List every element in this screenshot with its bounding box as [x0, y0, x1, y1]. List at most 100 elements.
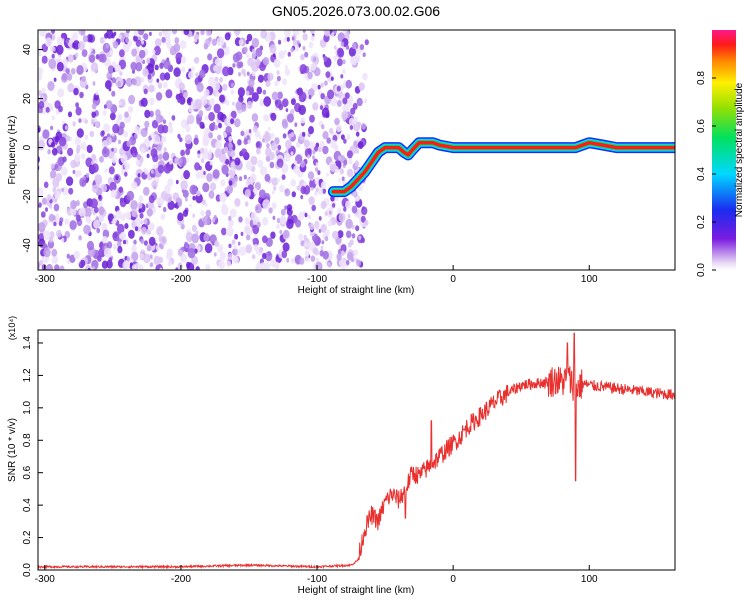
- spectrogram-noise-blob: [185, 125, 191, 133]
- spectrogram-noise-blob: [70, 68, 76, 75]
- spectrogram-noise-blob: [108, 166, 115, 175]
- spectrogram-noise-blob: [193, 137, 199, 145]
- spectrogram-noise-blob: [119, 234, 122, 239]
- spectrogram-noise-blob: [66, 73, 73, 81]
- spectrogram-noise-blob: [60, 32, 65, 39]
- colorbar-tick-label: 0.8: [696, 71, 707, 85]
- spectrogram-noise-blob: [130, 61, 137, 71]
- spectrogram-noise-blob: [126, 256, 131, 262]
- spectrogram-noise-blob: [286, 258, 290, 263]
- spectrogram-noise-blob: [233, 245, 237, 250]
- spectrogram-noise-blob: [125, 37, 129, 43]
- spectrogram-noise-blob: [131, 48, 138, 57]
- spectrogram-noise-blob: [353, 249, 359, 256]
- spectrogram-noise-blob: [135, 39, 142, 47]
- spectrogram-noise-blob: [299, 64, 307, 74]
- spectrogram-noise-blob: [294, 122, 298, 127]
- spectrogram-noise-blob: [221, 164, 229, 175]
- spectrogram-noise-blob: [202, 133, 211, 144]
- spectrogram-noise-blob: [132, 69, 135, 74]
- spectrogram-noise-blob: [235, 101, 243, 111]
- spectrogram-noise-blob: [78, 118, 82, 123]
- snr-x-tick-label: 100: [581, 574, 598, 585]
- spectrogram-noise-blob: [300, 195, 304, 200]
- spectrogram-noise-blob: [45, 264, 53, 270]
- spectrogram-noise-blob: [138, 195, 144, 203]
- spectrogram-noise-blob: [183, 170, 191, 180]
- spectrogram-noise-blob: [94, 121, 100, 128]
- snr-y-tick-label: 0.0: [22, 563, 33, 577]
- spectrogram-noise-blob: [64, 125, 68, 130]
- spectrogram-noise-blob: [162, 119, 167, 125]
- spectrogram-noise-blob: [282, 120, 289, 129]
- spectrogram-noise-blob: [50, 163, 55, 169]
- spectrogram-noise-blob: [232, 255, 238, 264]
- spectrogram-noise-blob: [70, 207, 77, 216]
- spectrogram-noise-blob: [228, 180, 233, 186]
- spectrogram-noise-blob: [53, 221, 57, 227]
- spectrogram-noise-blob: [318, 216, 322, 221]
- spectrogram-noise-blob: [342, 59, 346, 65]
- spectrogram-noise-blob: [266, 143, 270, 149]
- spectrogram-noise-blob: [56, 229, 62, 238]
- spectrogram-noise-blob: [225, 125, 232, 135]
- spectrogram-noise-blob: [276, 217, 281, 224]
- spectrogram-noise-blob: [105, 100, 113, 110]
- snr-y-tick-label: 1.0: [22, 400, 33, 414]
- spectrogram-noise-blob: [212, 169, 220, 179]
- spectrogram-noise-blob: [143, 253, 151, 264]
- spectrogram-noise-blob: [329, 127, 334, 134]
- spectrogram-noise-blob: [118, 193, 121, 198]
- spectrogram-noise-blob: [187, 98, 191, 104]
- spectrogram-y-tick-label: 0: [22, 144, 33, 150]
- spectrogram-noise-blob: [142, 68, 149, 77]
- spectrogram-noise-blob: [150, 132, 155, 139]
- spectrogram-noise-blob: [125, 77, 133, 87]
- spectrogram-noise-blob: [38, 127, 41, 133]
- spectrogram-noise-blob: [80, 142, 87, 150]
- snr-y-tick-label: 1.2: [22, 368, 33, 382]
- spectrogram-noise-blob: [290, 179, 297, 187]
- spectrogram-noise-blob: [238, 61, 244, 68]
- spectrogram-noise-blob: [290, 151, 294, 156]
- spectrogram-noise-blob: [308, 126, 314, 135]
- spectrogram-noise-blob: [298, 233, 304, 241]
- snr-x-label: Height of straight line (km): [298, 585, 415, 596]
- spectrogram-noise-blob: [149, 254, 153, 259]
- colorbar-label: Normalized spectral amplitude: [734, 82, 745, 217]
- spectrogram-noise-blob: [315, 162, 319, 167]
- spectrogram-noise-blob: [94, 174, 103, 185]
- spectrogram-noise-blob: [310, 62, 317, 71]
- spectrogram-noise-blob: [343, 206, 347, 212]
- spectrogram-noise-blob: [90, 198, 98, 209]
- spectrogram-noise-blob: [89, 54, 96, 63]
- spectrogram-noise-blob: [349, 239, 354, 246]
- spectrogram-noise-blob: [237, 241, 241, 246]
- spectrogram-noise-blob: [324, 211, 328, 216]
- spectrogram-noise-blob: [183, 92, 188, 99]
- spectrogram-noise-blob: [72, 121, 76, 127]
- spectrogram-noise-blob: [51, 115, 55, 121]
- spectrogram-noise-blob: [76, 169, 82, 177]
- spectrogram-noise-blob: [322, 250, 329, 260]
- spectrogram-y-tick-label: -40: [22, 238, 33, 253]
- spectrogram-noise-blob: [171, 115, 176, 121]
- spectrogram-noise-blob: [191, 233, 199, 244]
- snr-y-tick-label: 0.2: [22, 530, 33, 544]
- spectrogram-noise-blob: [361, 123, 366, 130]
- spectrogram-noise-blob: [320, 200, 327, 210]
- spectrogram-noise-blob: [302, 46, 306, 51]
- spectrogram-noise-blob: [98, 194, 102, 200]
- spectrogram-noise-blob: [153, 45, 161, 56]
- spectrogram-noise-blob: [239, 246, 247, 256]
- spectrogram-noise-blob: [313, 221, 320, 230]
- spectrogram-noise-blob: [218, 122, 222, 129]
- snr-panel: -300 -200 -100 0 100 0.0 0.2 0.4 0.6 0.8 1.0 1.2 1.…: [7, 316, 676, 596]
- spectrogram-noise-blob: [168, 159, 173, 165]
- spectrogram-noise-blob: [49, 204, 53, 209]
- spectrogram-noise-blob: [72, 40, 80, 50]
- spectrogram-noise-blob: [272, 215, 276, 220]
- snr-y-tick-label: 0.4: [22, 498, 33, 512]
- snr-y-label: SNR (10 * v/v): [7, 418, 18, 482]
- spectrogram-noise-blob: [52, 186, 57, 193]
